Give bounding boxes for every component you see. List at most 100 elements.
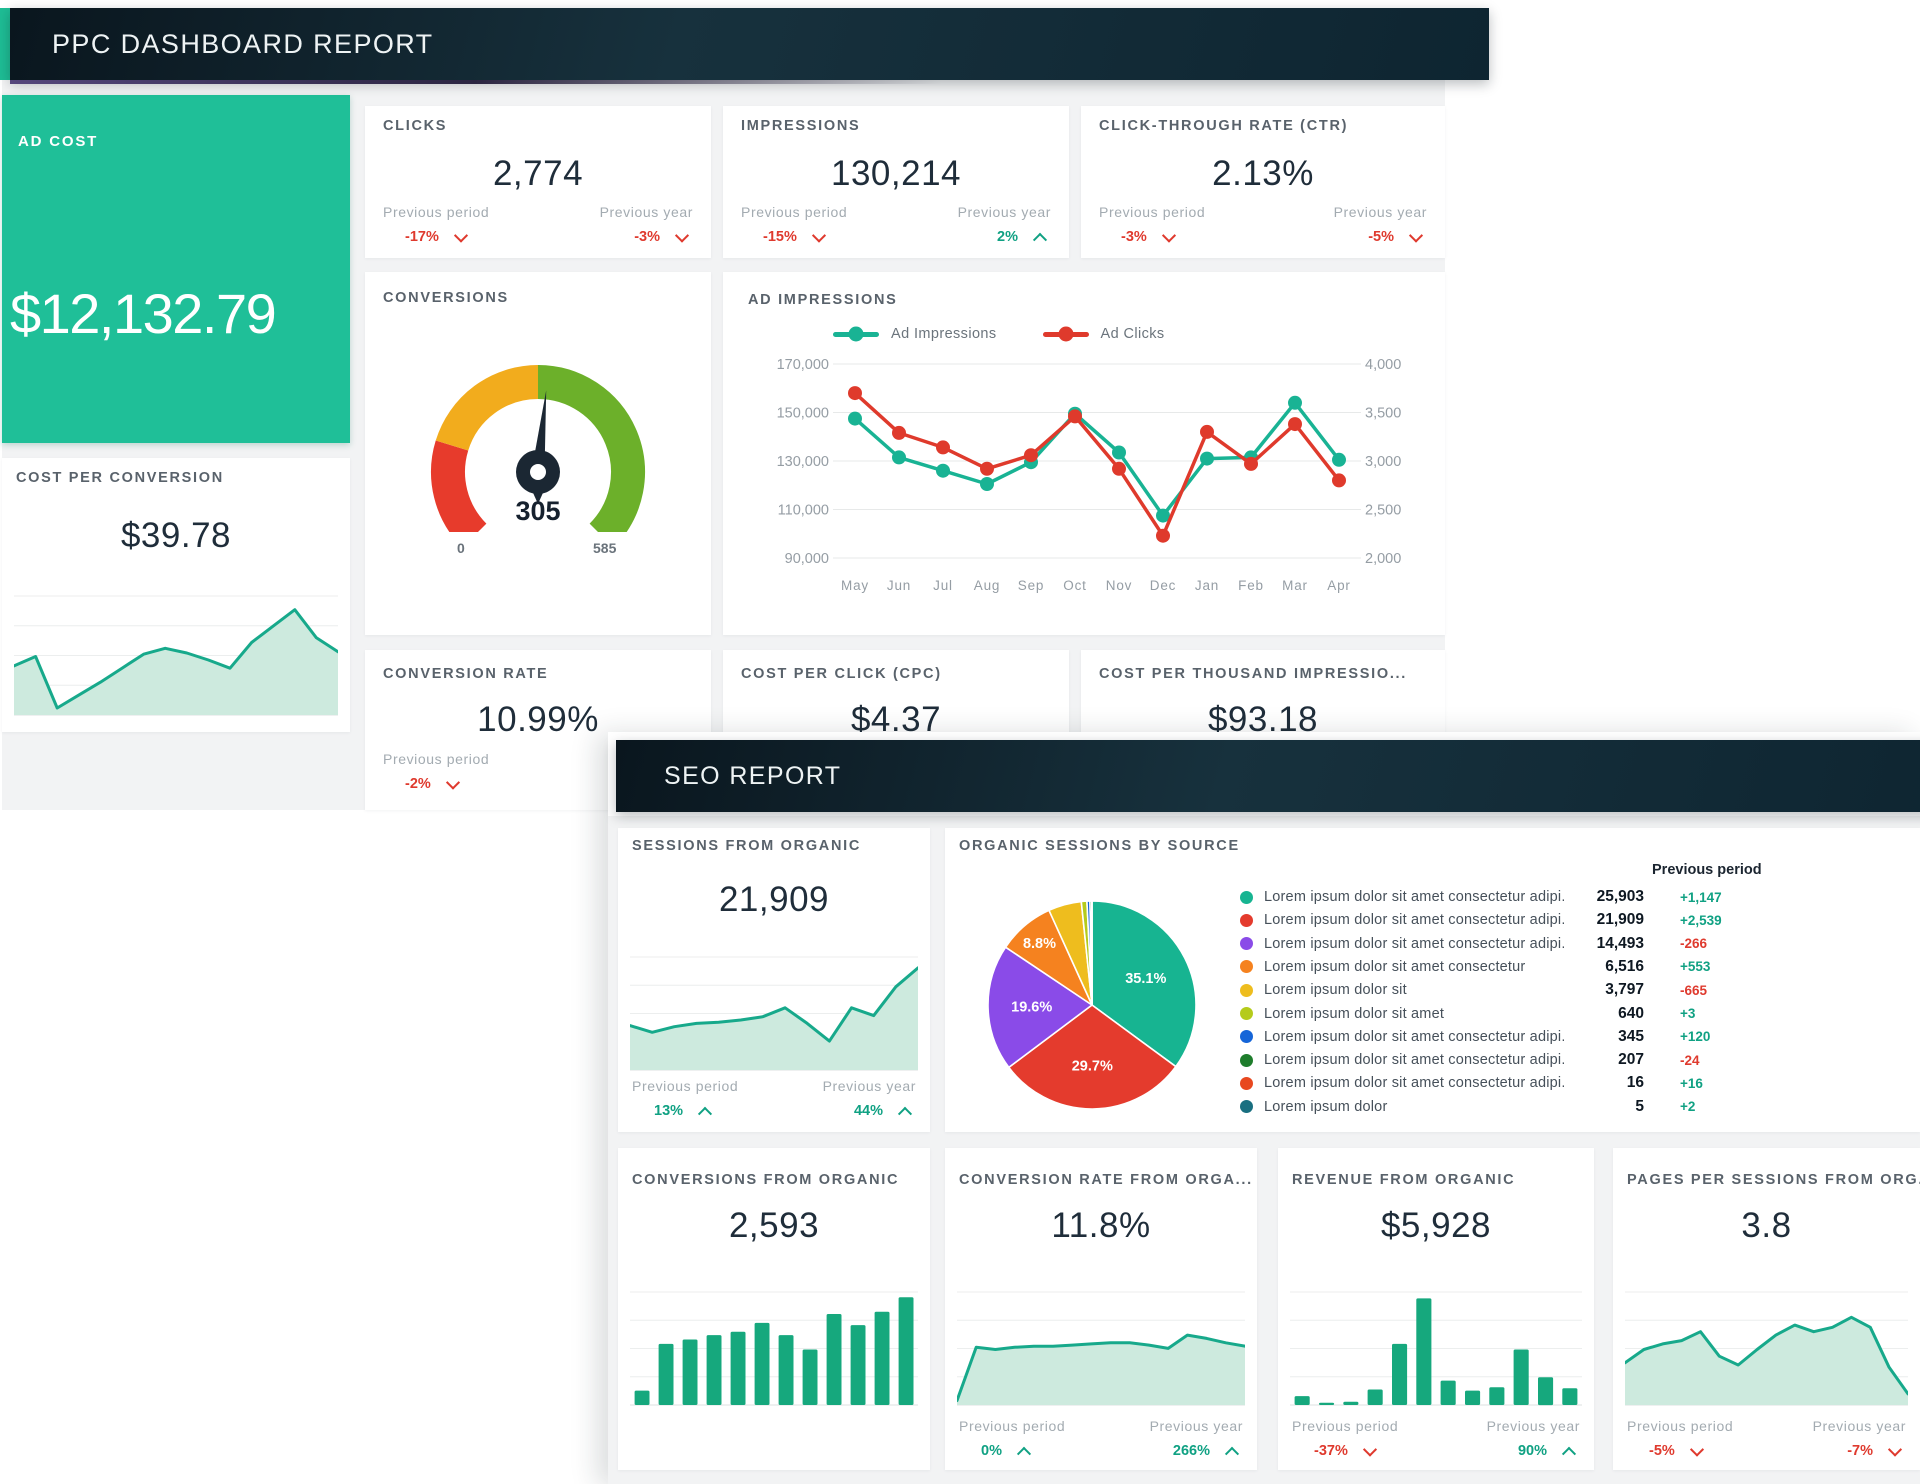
svg-text:Feb: Feb <box>1238 578 1264 593</box>
source-sessions-value: 3,797 <box>1605 981 1644 999</box>
source-name: Lorem ipsum dolor sit amet consectetur a… <box>1264 1028 1564 1045</box>
ppc-header-bar: PPC DASHBOARD REPORT <box>10 8 1489 84</box>
source-color-dot <box>1240 1007 1253 1020</box>
gauge-value: 305 <box>515 496 561 526</box>
svg-text:Jun: Jun <box>887 578 911 593</box>
source-legend-row: Lorem ipsum dolor sit 3,797 -665 <box>1240 981 1820 999</box>
svg-text:2,500: 2,500 <box>1365 503 1401 519</box>
sources-legend-table: Previous period Lorem ipsum dolor sit am… <box>1240 862 1820 1122</box>
prev-period-label: Previous period <box>383 751 490 767</box>
source-sessions-value: 5 <box>1635 1097 1644 1115</box>
source-legend-row: Lorem ipsum dolor sit amet consectetur a… <box>1240 911 1820 929</box>
svg-text:110,000: 110,000 <box>778 503 829 519</box>
source-sessions-value: 16 <box>1626 1074 1644 1092</box>
prev-year-delta: 44% <box>823 1103 916 1121</box>
source-name: Lorem ipsum dolor sit amet consectetur a… <box>1264 935 1564 952</box>
source-color-dot <box>1240 983 1253 997</box>
prev-period-delta: -37% <box>1292 1442 1398 1459</box>
source-prev-period-delta: +2 <box>1680 1099 1696 1115</box>
conversion-rate-value: 10.99% <box>477 700 599 739</box>
source-color-dot <box>1240 1076 1253 1090</box>
card-label: IMPRESSIONS <box>741 118 861 134</box>
chevron-icon <box>1362 1442 1377 1457</box>
conversions-from-organic-bar-chart <box>630 1288 918 1408</box>
kpi-card-ctr: CLICK-THROUGH RATE (CTR) 2.13% Previous … <box>1081 106 1445 258</box>
svg-text:Apr: Apr <box>1327 578 1350 593</box>
svg-text:3,000: 3,000 <box>1365 454 1401 470</box>
chevron-icon <box>1689 1442 1704 1457</box>
seo-title: SEO REPORT <box>664 761 842 790</box>
source-prev-period-delta: +16 <box>1680 1075 1703 1091</box>
card-label: CONVERSION RATE <box>383 666 549 682</box>
organic-sources-pie-chart: 35.1% 29.7% 19.6% 8.8% <box>986 899 1198 1111</box>
prev-period-label: Previous period <box>383 204 490 220</box>
card-label: SESSIONS FROM ORGANIC <box>632 838 862 854</box>
card-label: AD IMPRESSIONS <box>748 292 898 308</box>
source-legend-row: Lorem ipsum dolor sit amet consectetur a… <box>1240 1051 1820 1069</box>
prev-year-delta: -5% <box>1334 228 1427 245</box>
svg-text:Nov: Nov <box>1106 578 1132 593</box>
prev-period-label: Previous period <box>959 1418 1066 1434</box>
ad-cost-card: AD COST $12,132.79 <box>2 95 350 443</box>
source-prev-period-delta: +553 <box>1680 959 1711 975</box>
prev-period-delta: -5% <box>1627 1442 1733 1459</box>
svg-text:May: May <box>841 578 869 593</box>
gauge-min-label: 0 <box>457 540 465 556</box>
svg-text:19.6%: 19.6% <box>1011 1000 1052 1016</box>
card-label: COST PER CLICK (CPC) <box>741 666 942 682</box>
revenue-from-organic-bar-chart <box>1290 1288 1582 1408</box>
prev-period-delta: -17% <box>383 228 489 245</box>
chevron-icon <box>1016 1446 1032 1461</box>
card-label: AD COST <box>18 133 99 150</box>
source-sessions-value: 345 <box>1618 1027 1644 1045</box>
prev-period-delta: 13% <box>632 1103 738 1121</box>
pages-per-session-value: 3.8 <box>1741 1206 1792 1245</box>
source-color-dot <box>1240 960 1253 974</box>
revenue-from-organic-card: REVENUE FROM ORGANIC $5,928 Previous per… <box>1278 1148 1594 1470</box>
legend-item: Ad Impressions <box>833 326 997 342</box>
legend-series-swatch <box>1042 331 1089 337</box>
card-label: CLICK-THROUGH RATE (CTR) <box>1099 118 1349 134</box>
ad-impressions-line-chart: 170,000 4,000 150,000 3,500 130,000 3,000 110,… <box>729 346 1435 612</box>
source-name: Lorem ipsum dolor <box>1264 1098 1388 1115</box>
organic-sessions-by-source-card: ORGANIC SESSIONS BY SOURCE 35.1% 29.7% 19.… <box>945 828 1920 1132</box>
source-color-dot <box>1240 1100 1253 1114</box>
conversions-gauge-card: CONVERSIONS 305 0 585 <box>365 272 711 635</box>
ppc-title: PPC DASHBOARD REPORT <box>52 28 434 59</box>
source-name: Lorem ipsum dolor sit amet consectetur a… <box>1264 889 1564 905</box>
prev-year-label: Previous year <box>1486 1418 1580 1434</box>
source-color-dot <box>1240 1053 1253 1067</box>
svg-text:170,000: 170,000 <box>777 357 829 373</box>
seo-header-bar: SEO REPORT <box>616 740 1920 812</box>
source-prev-period-delta: -266 <box>1680 936 1708 952</box>
prev-year-delta: -7% <box>1813 1442 1906 1459</box>
chevron-icon <box>1224 1446 1240 1461</box>
legend-series-swatch <box>833 331 879 337</box>
prev-period-label: Previous period <box>741 204 848 220</box>
source-name: Lorem ipsum dolor sit amet consectetur a… <box>1264 912 1564 929</box>
prev-year-delta: -3% <box>600 228 693 245</box>
svg-text:Jul: Jul <box>933 578 953 593</box>
svg-text:Oct: Oct <box>1063 578 1086 593</box>
prev-period-label: Previous period <box>1292 1418 1399 1434</box>
svg-text:130,000: 130,000 <box>777 454 829 470</box>
conversion-rate-from-organic-card: CONVERSION RATE FROM ORGA... 11.8% Previ… <box>945 1148 1257 1470</box>
source-sessions-value: 640 <box>1618 1004 1644 1022</box>
chevron-icon <box>697 1106 713 1121</box>
svg-text:2,000: 2,000 <box>1365 551 1401 567</box>
source-sessions-value: 25,903 <box>1596 888 1644 905</box>
sessions-from-organic-card: SESSIONS FROM ORGANIC 21,909 Previous pe… <box>618 828 930 1132</box>
source-legend-row: Lorem ipsum dolor sit amet consectetur a… <box>1240 888 1820 906</box>
cost-per-conversion-card: COST PER CONVERSION $39.78 <box>2 458 350 732</box>
kpi-value: 130,214 <box>830 154 962 193</box>
cost-per-conversion-sparkline <box>14 592 338 718</box>
chevron-icon <box>1561 1446 1577 1461</box>
source-color-dot <box>1240 913 1253 927</box>
ad-cost-value: $12,132.79 <box>10 282 277 345</box>
legend-series-label: Ad Clicks <box>1100 326 1165 342</box>
cost-per-conversion-value: $39.78 <box>120 516 232 555</box>
prev-period-delta: -15% <box>741 228 847 245</box>
chevron-icon <box>1408 228 1424 243</box>
source-color-dot <box>1240 890 1253 904</box>
prev-period-delta: 0% <box>959 1443 1065 1461</box>
